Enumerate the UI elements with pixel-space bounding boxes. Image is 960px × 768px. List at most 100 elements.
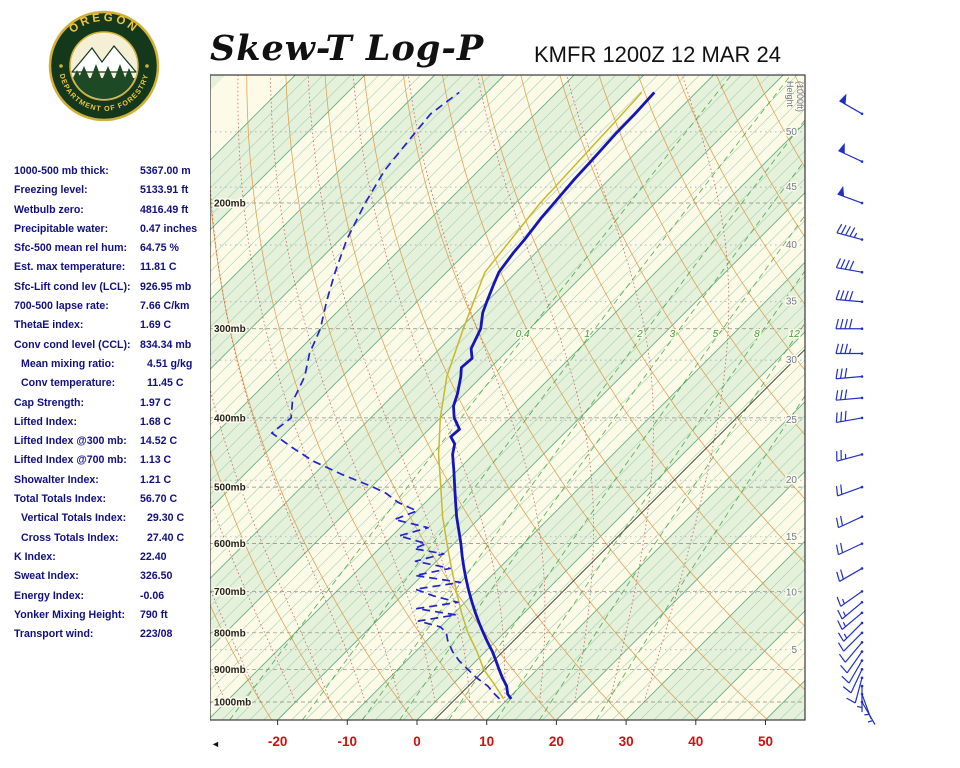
station-time-label: KMFR 1200Z 12 MAR 24	[534, 42, 781, 67]
stat-value: 326.50	[140, 570, 173, 583]
stat-label: Transport wind:	[14, 628, 94, 641]
wind-barb	[860, 700, 876, 725]
stat-value: 7.66 C/km	[140, 300, 190, 313]
svg-text:0.4: 0.4	[516, 329, 530, 340]
svg-text:-20: -20	[268, 734, 288, 749]
stat-value: 1.69 C	[140, 319, 172, 332]
wind-barb	[835, 389, 864, 401]
pressure-lines	[210, 202, 805, 703]
stat-value: 0.47 inches	[140, 222, 198, 235]
stat-value: 834.34 mb	[140, 338, 192, 351]
stat-label: Showalter Index:	[14, 473, 99, 486]
stat-row: Lifted Index @700 mb: 1.13 C	[14, 451, 210, 470]
stat-label: Wetbulb zero:	[14, 203, 84, 216]
stat-label: ThetaE index:	[14, 319, 84, 332]
svg-text:15: 15	[786, 532, 798, 543]
wind-barb	[836, 567, 864, 582]
svg-text:2: 2	[636, 329, 643, 340]
svg-text:50: 50	[758, 734, 773, 749]
stat-value: 64.75 %	[140, 242, 179, 255]
wind-barb	[842, 668, 864, 694]
svg-text:40: 40	[688, 734, 703, 749]
svg-text:(1000ft): (1000ft)	[795, 81, 805, 112]
indices-panel: 1000-500 mb thick: 5367.00 m Freezing leve…	[14, 162, 210, 644]
wind-barb	[840, 650, 864, 674]
svg-text:45: 45	[786, 182, 798, 193]
stat-value: 223/08	[140, 628, 173, 641]
stat-row: Energy Index: -0.06	[14, 587, 210, 606]
svg-text:35: 35	[786, 297, 798, 308]
skewt-chart-area: 0.4 1 2 3 5 8 12 200mb 300mb 400mb 500mb 600mb 700mb…	[209, 70, 955, 765]
stat-row: Est. max temperature: 11.81 C	[14, 258, 210, 277]
svg-text:25: 25	[786, 415, 798, 426]
svg-text:1: 1	[584, 329, 590, 340]
stat-row: Cross Totals Index: 27.40 C	[14, 529, 210, 548]
stat-label: Mean mixing ratio:	[21, 357, 115, 370]
stat-row: Wetbulb zero: 4816.49 ft	[14, 201, 210, 220]
stat-value: 1.13 C	[140, 454, 172, 467]
stat-value: 926.95 mb	[140, 280, 192, 293]
temperature-trace	[449, 91, 656, 700]
mixing-ratio-lines	[229, 75, 805, 720]
stat-label: Freezing level:	[14, 184, 88, 197]
wind-barb	[835, 343, 864, 355]
dewpoint-trace	[270, 91, 501, 700]
wind-barb	[857, 684, 864, 713]
wind-barb	[841, 659, 864, 684]
stat-label: Cross Totals Index:	[21, 531, 119, 544]
stat-label: Yonker Mixing Height:	[14, 608, 126, 621]
skewt-chart: 0.4 1 2 3 5 8 12200mb300mb400mb500mb600mb700mb…	[209, 74, 876, 749]
svg-text:20: 20	[786, 475, 798, 486]
pressure-labels: 200mb 300mb 400mb 500mb 600mb 700mb 800mb 900mb…	[213, 197, 253, 710]
svg-text:20: 20	[549, 734, 564, 749]
trees-icon	[72, 64, 134, 80]
stat-value: 11.45 C	[147, 377, 184, 390]
stat-row: Freezing level: 5133.91 ft	[14, 181, 210, 200]
wind-barb	[838, 641, 864, 663]
wind-barb	[839, 93, 864, 116]
stat-value: 1.68 C	[140, 415, 172, 428]
svg-text:200mb: 200mb	[214, 199, 246, 210]
stat-label: Conv temperature:	[21, 377, 116, 390]
stat-value: 4.51 g/kg	[147, 357, 193, 370]
svg-text:30: 30	[619, 734, 634, 749]
stat-label: Lifted Index @300 mb:	[14, 435, 127, 448]
wind-barb	[836, 449, 864, 462]
stat-value: 27.40 C	[147, 531, 185, 544]
stat-value: 1.97 C	[140, 396, 172, 409]
stat-value: 29.30 C	[147, 512, 185, 525]
stat-label: Lifted Index @700 mb:	[14, 454, 127, 467]
stat-row: ThetaE index: 1.69 C	[14, 316, 210, 335]
wind-barb	[835, 410, 864, 424]
wind-barb	[835, 542, 864, 556]
svg-text:400mb: 400mb	[214, 413, 246, 424]
svg-text:50: 50	[786, 127, 798, 138]
stat-label: Lifted Index:	[14, 415, 77, 428]
wind-barb	[836, 590, 864, 607]
svg-text:12: 12	[789, 329, 801, 340]
odf-logo: OREGON DEPARTMENT OF FORESTRY	[48, 10, 160, 122]
wind-barb	[837, 600, 864, 620]
stat-row: 1000-500 mb thick: 5367.00 m	[14, 162, 210, 181]
wind-barb	[835, 318, 864, 331]
stat-row: Lifted Index @300 mb: 14.52 C	[14, 432, 210, 451]
stat-value: 11.81 C	[140, 261, 177, 274]
stat-label: Total Totals Index:	[14, 493, 107, 506]
wind-barb	[835, 289, 864, 304]
stat-row: Sweat Index: 326.50	[14, 567, 210, 586]
wind-barb	[835, 515, 864, 529]
svg-text:800mb: 800mb	[214, 628, 246, 639]
stat-row: Conv temperature: 11.45 C	[14, 374, 210, 393]
svg-text:0: 0	[413, 734, 421, 749]
logo-dot-right	[145, 64, 149, 68]
wind-barb	[835, 258, 864, 274]
stat-value: 56.70 C	[140, 493, 178, 506]
wind-barb	[838, 142, 864, 163]
svg-text:◄: ◄	[211, 739, 220, 749]
svg-text:40: 40	[786, 240, 798, 251]
svg-text:10: 10	[479, 734, 494, 749]
stat-value: 790 ft	[140, 608, 168, 621]
stat-label: Sweat Index:	[14, 570, 79, 583]
temperature-axis: -20 -10 0 10 20 30 40 50 ◄	[211, 720, 773, 749]
svg-text:5: 5	[713, 329, 719, 340]
